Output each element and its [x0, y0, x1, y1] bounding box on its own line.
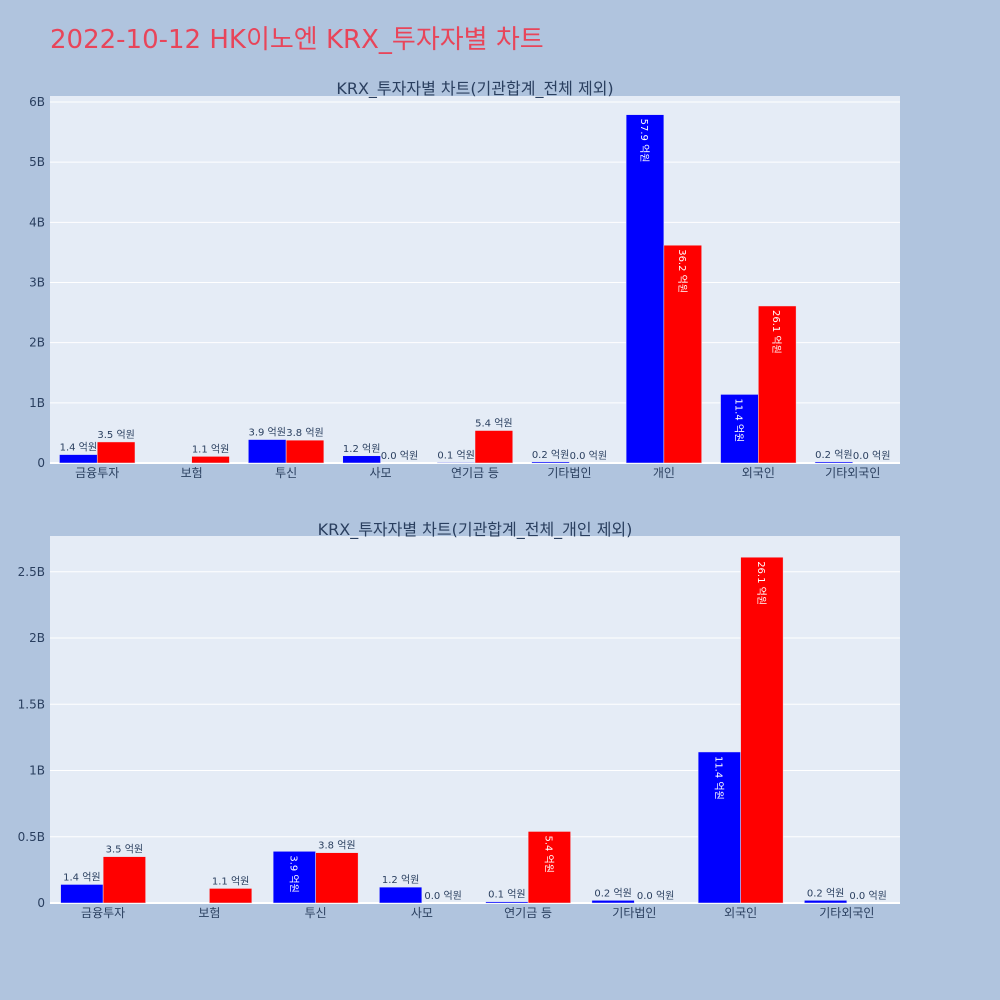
- x-tick-label: 기타외국인: [819, 906, 874, 920]
- data-label: 0.0 억원: [849, 890, 886, 902]
- chart-title: KRX_투자자별 차트(기관합계_전체_개인 제외): [318, 520, 633, 540]
- x-tick-label: 보험: [198, 906, 220, 920]
- x-tick-label: 기타법인: [547, 466, 591, 480]
- data-label: 36.2 억원: [676, 249, 688, 293]
- data-label: 0.2 억원: [807, 887, 844, 899]
- data-label: 3.8 억원: [286, 427, 323, 439]
- y-tick-label: 0.5B: [18, 830, 45, 844]
- data-label: 3.5 억원: [106, 844, 143, 856]
- bar: [474, 430, 514, 464]
- data-label: 1.4 억원: [60, 442, 97, 454]
- data-label: 11.4 억원: [712, 756, 724, 800]
- data-label: 0.0 억원: [853, 450, 890, 462]
- y-tick-label: 6B: [29, 95, 45, 109]
- x-tick-label: 개인: [653, 466, 675, 480]
- x-tick-label: 연기금 등: [504, 906, 552, 920]
- bar: [315, 852, 359, 904]
- y-tick-label: 5B: [29, 155, 45, 169]
- data-label: 3.9 억원: [248, 427, 285, 439]
- y-tick-label: 4B: [29, 215, 45, 229]
- x-tick-label: 외국인: [724, 906, 757, 920]
- x-tick-label: 금융투자: [81, 906, 125, 920]
- data-label: 0.0 억원: [570, 450, 607, 462]
- data-label: 3.9 억원: [287, 855, 299, 892]
- bar: [191, 456, 230, 464]
- y-tick-label: 3B: [29, 276, 45, 290]
- bar: [272, 851, 316, 904]
- bar: [379, 886, 423, 904]
- data-label: 26.1 억원: [755, 561, 767, 605]
- bar: [531, 461, 570, 464]
- y-tick-label: 1.5B: [18, 697, 45, 711]
- data-label: 1.2 억원: [343, 443, 380, 455]
- data-label: 1.1 억원: [212, 875, 249, 887]
- y-tick-label: 2.5B: [18, 565, 45, 579]
- data-label: 11.4 억원: [732, 398, 744, 442]
- bar: [209, 888, 253, 904]
- data-label: 0.2 억원: [815, 449, 852, 461]
- bar-chart-all-investors: 0 1B 2B 3B 4B 5B 6B KRX_투자자별 차트(기관합계_전체 제외) 금융투자…: [29, 79, 900, 480]
- bar: [342, 455, 381, 464]
- data-label: 0.0 억원: [637, 890, 674, 902]
- bar: [102, 856, 146, 904]
- bar: [697, 751, 741, 904]
- bar: [720, 394, 759, 464]
- bar: [485, 901, 529, 904]
- x-tick-label: 사모: [370, 466, 392, 480]
- bar: [804, 900, 848, 904]
- data-label: 3.8 억원: [318, 840, 355, 852]
- y-tick-label: 2B: [29, 631, 45, 645]
- x-tick-label: 외국인: [742, 466, 775, 480]
- bar: [758, 305, 797, 464]
- bar: [814, 461, 854, 464]
- y-tick-label: 1B: [29, 396, 45, 410]
- data-label: 57.9 억원: [638, 119, 650, 163]
- x-tick-label: 사모: [411, 906, 433, 920]
- bar: [285, 439, 325, 464]
- data-label: 0.0 억원: [424, 890, 461, 902]
- y-tick-label: 0: [37, 896, 45, 910]
- data-label: 0.1 억원: [488, 889, 525, 901]
- data-label: 26.1 억원: [770, 310, 782, 354]
- data-label: 1.2 억원: [382, 874, 419, 886]
- bar: [740, 556, 784, 904]
- data-label: 0.0 억원: [381, 450, 418, 462]
- page-title: 2022-10-12 HK이노엔 KRX_투자자별 차트: [50, 25, 544, 55]
- x-tick-label: 보험: [181, 466, 203, 480]
- data-label: 3.5 억원: [97, 429, 134, 441]
- bar: [527, 831, 571, 904]
- x-tick-label: 투신: [275, 466, 297, 480]
- y-tick-label: 1B: [29, 764, 45, 778]
- data-label: 0.2 억원: [594, 887, 631, 899]
- data-label: 0.2 억원: [532, 449, 569, 461]
- bar: [663, 244, 702, 464]
- data-label: 5.4 억원: [475, 418, 512, 430]
- x-tick-label: 금융투자: [75, 466, 119, 480]
- data-label: 1.4 억원: [63, 871, 100, 883]
- data-label: 5.4 억원: [542, 835, 554, 872]
- x-tick-label: 투신: [305, 906, 327, 920]
- y-tick-label: 2B: [29, 336, 45, 350]
- chart-title: KRX_투자자별 차트(기관합계_전체 제외): [336, 79, 613, 99]
- bar: [60, 884, 104, 904]
- data-label: 1.1 억원: [192, 443, 229, 455]
- bar: [96, 441, 136, 464]
- x-tick-label: 연기금 등: [451, 466, 499, 480]
- x-tick-label: 기타외국인: [825, 466, 880, 480]
- x-tick-label: 기타법인: [612, 906, 656, 920]
- y-tick-label: 0: [37, 456, 45, 470]
- bar: [591, 900, 635, 904]
- bar: [625, 114, 665, 464]
- data-label: 0.1 억원: [437, 449, 474, 461]
